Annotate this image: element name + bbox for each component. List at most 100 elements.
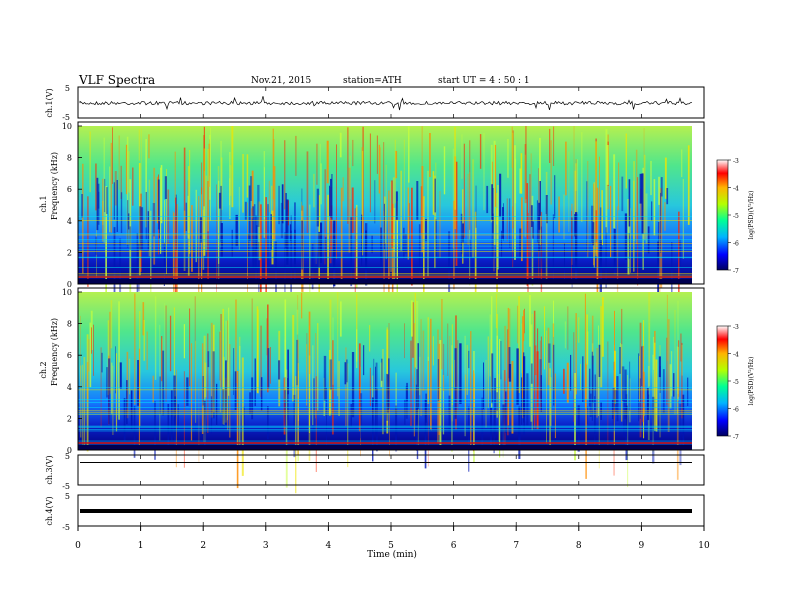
spectrogram-streak [175,197,177,310]
spectrogram-streak [411,302,414,358]
spectrogram-band [78,216,692,217]
spectrogram-streak [682,394,685,449]
spectrogram-streak [506,198,508,242]
spectrogram-streak [514,158,517,204]
spectrogram-streak [194,296,196,402]
spectrogram-streak [554,175,556,219]
spectrogram-streak [83,356,86,447]
spectrogram-streak [630,208,631,273]
spectrogram-band [78,411,692,413]
spectrogram-streak [417,343,419,409]
spectrogram-streak [598,325,599,416]
spectrogram-streak [633,161,635,242]
spectrogram-streak [648,292,651,387]
spectrogram-streak [339,301,342,337]
spectrogram-streak [681,342,683,419]
spectrogram-streak [468,406,470,472]
colorbar-tick-label: -5 [733,379,739,386]
spectrogram-streak [454,127,456,210]
spectrogram-streak [269,347,271,384]
spectrogram-streak [235,214,238,247]
spectrogram-streak [190,343,193,441]
spectrogram-streak [520,153,523,194]
spectrogram-streak [109,166,111,233]
spectrogram-streak [575,159,577,236]
spectrogram-streak [658,176,660,205]
spectrogram-streak [263,151,265,238]
spectrogram-streak [374,180,376,224]
spectrogram-streak [659,187,661,299]
spectrogram-streak [529,174,531,257]
spectrogram-streak [226,362,228,421]
spectrogram-streak [653,179,656,236]
spectrogram-streak [109,311,111,394]
spectrogram-streak [628,179,631,227]
spectrogram-streak [395,372,397,412]
spectrogram-streak [574,373,576,461]
spectrogram-streak [166,169,167,274]
ch2-spectrogram-ylabel-channel: ch.2 [39,361,48,378]
spectrogram-streak [229,344,231,438]
spectrogram-streak [284,140,286,210]
spectrogram-streak [220,157,223,210]
spectrogram-streak [365,223,368,286]
spectrogram-streak [120,192,123,234]
spectrogram-streak [198,196,200,306]
spectrogram-band [78,279,692,284]
spectrogram-band [78,402,692,403]
spectrogram-streak [451,324,453,405]
spectrogram-streak [208,143,211,187]
spectrogram-streak [600,402,602,420]
spectrogram-streak [160,167,162,254]
time-axis-tick-label: 7 [513,541,519,551]
spectrogram-streak [385,164,387,259]
spectrogram-streak [96,177,99,231]
spectrogram-streak [442,374,445,435]
spectrogram-streak [467,173,469,245]
figure-title: VLF Spectra [78,73,155,87]
spectrogram-streak [386,373,389,421]
spectrogram-streak [129,358,131,395]
colorbar-tick-label: -4 [733,186,739,193]
ch4-ytick-bottom: -5 [62,523,70,532]
spectrogram-streak [660,188,663,289]
date-label: Nov.21, 2015 [251,76,312,86]
spectrogram-streak [285,369,288,488]
spectrogram-streak [333,223,335,288]
spectrogram-streak [443,343,445,391]
spectrogram-band [78,274,692,276]
spectrogram-streak [324,237,327,267]
spectrogram-streak [183,324,185,359]
spectrogram-streak [582,356,584,403]
spectrogram-streak [107,320,109,395]
spectrogram-streak [496,335,498,404]
spectrogram-streak [451,345,453,452]
spectrogram-streak [381,358,383,381]
spectrogram-streak [553,344,555,406]
spectrogram-streak [93,324,94,376]
spectrogram-streak [466,344,468,395]
frequency-tick-label: 6 [67,185,72,194]
spectrogram-streak [248,185,251,241]
spectrogram-streak [356,329,358,368]
spectrogram-streak [173,212,175,305]
spectrogram-streak [242,154,244,213]
spectrogram-streak [439,340,442,447]
spectrogram-streak [529,295,531,347]
spectrogram-streak [565,141,567,196]
spectrogram-streak [209,139,210,176]
spectrogram-streak [292,314,295,402]
spectrogram-streak [369,325,371,352]
spectrogram-streak [596,187,599,299]
spectrogram-streak [313,173,315,208]
spectrogram-streak [112,127,113,184]
spectrogram-streak [339,132,342,158]
spectrogram-streak [313,378,315,430]
spectrogram-streak [220,185,222,242]
spectrogram-streak [257,309,259,394]
time-axis-tick-label: 3 [263,541,269,551]
spectrogram-streak [132,167,134,206]
spectrogram-streak [573,126,575,220]
spectrogram-streak [351,187,354,233]
spectrogram-streak [284,339,286,402]
